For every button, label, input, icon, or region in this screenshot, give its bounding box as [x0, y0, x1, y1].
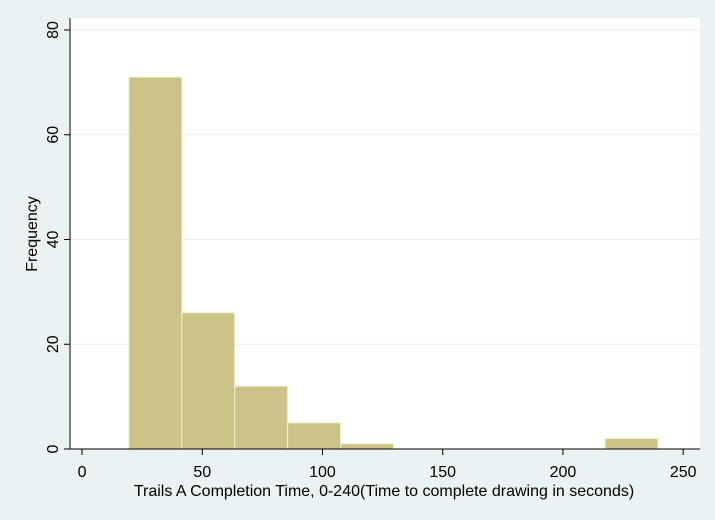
histogram-bar-4	[340, 443, 394, 450]
y-tick-label: 80	[45, 21, 62, 39]
x-tick-label: 200	[550, 464, 577, 481]
y-tick-label: 0	[45, 444, 62, 453]
y-axis-ticks: 0 20 40 60 80	[45, 21, 70, 453]
x-axis-title: Trails A Completion Time, 0-240(Time to …	[134, 483, 634, 500]
y-axis-title: Frequency	[24, 196, 41, 272]
x-axis-ticks: 0 50 100 150 200 250	[78, 449, 697, 481]
y-tick-label: 20	[45, 335, 62, 353]
x-tick-label: 150	[429, 464, 456, 481]
x-tick-label: 100	[309, 464, 336, 481]
y-tick-label: 60	[45, 126, 62, 144]
y-tick-label: 40	[45, 231, 62, 249]
histogram-bar-5	[604, 438, 659, 450]
histogram-bar-0	[128, 76, 183, 450]
x-tick-label: 250	[670, 464, 697, 481]
x-tick-label: 50	[193, 464, 211, 481]
histogram-bar-1	[181, 312, 236, 450]
histogram-bar-2	[234, 385, 289, 450]
histogram-bar-3	[287, 422, 342, 450]
x-tick-label: 0	[78, 464, 87, 481]
